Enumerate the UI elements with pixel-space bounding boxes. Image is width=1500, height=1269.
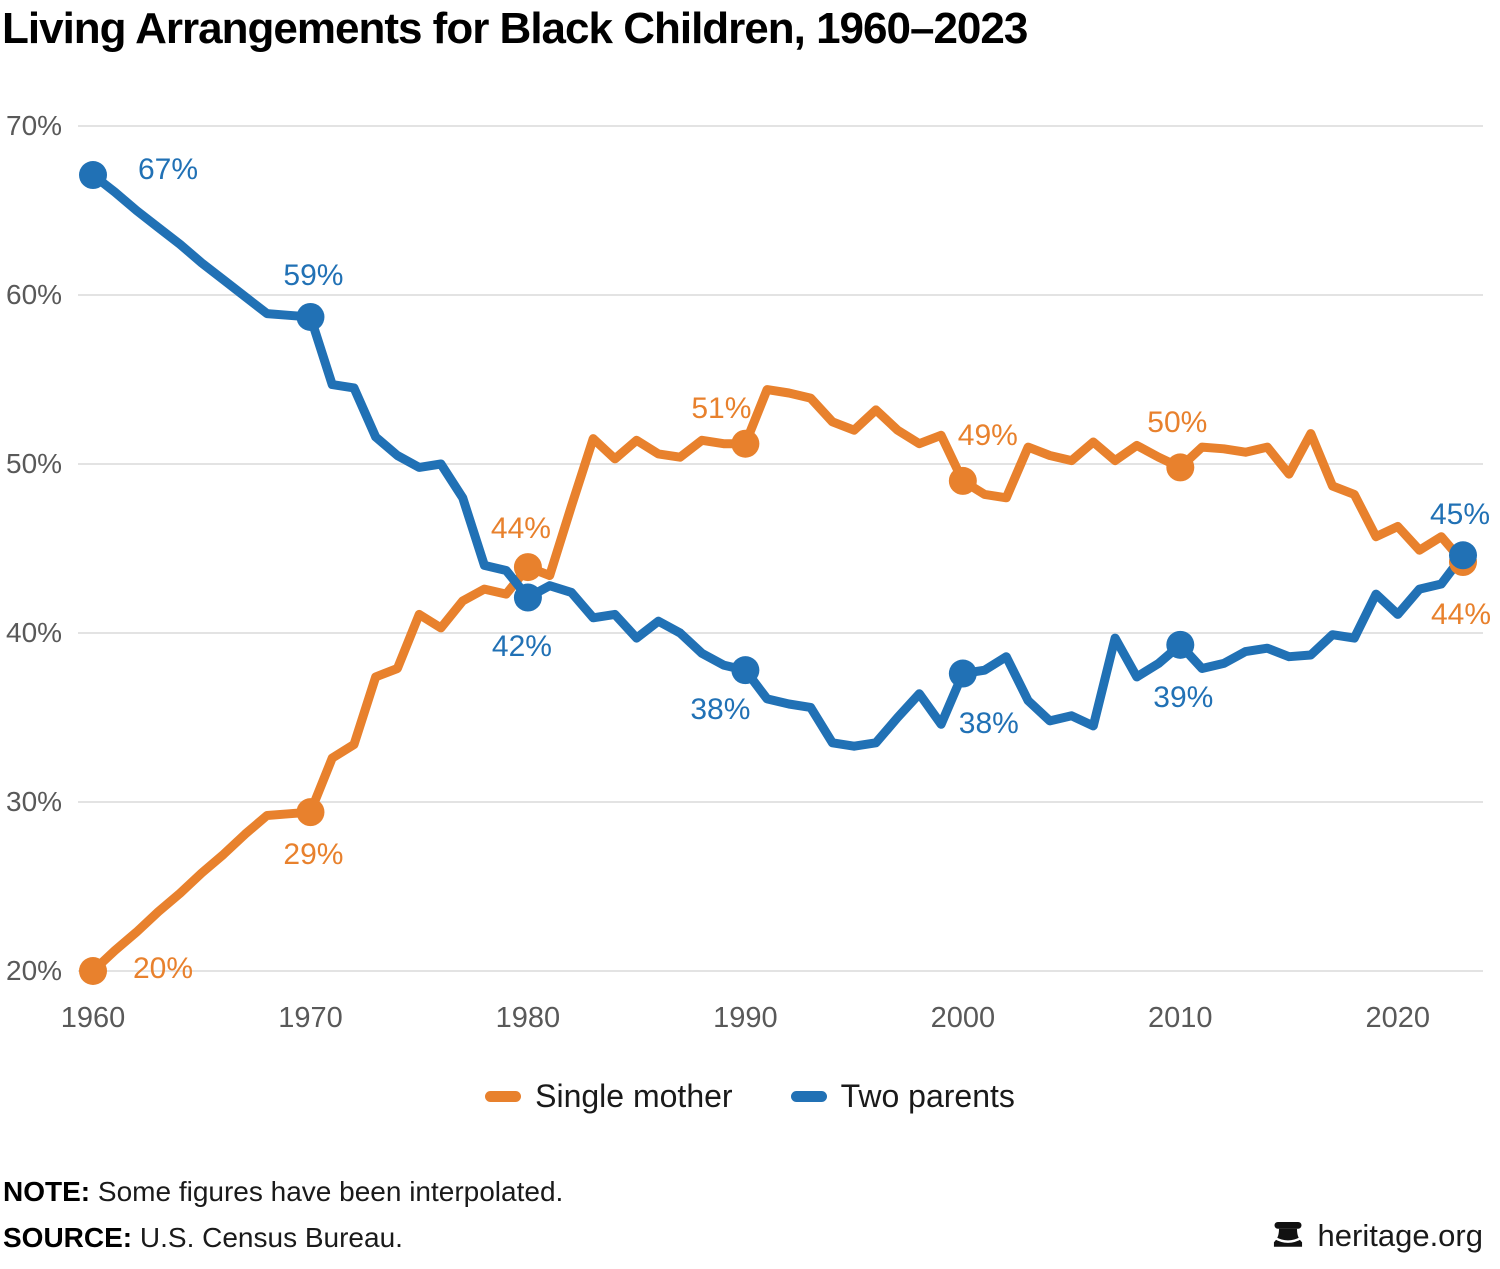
single-mother-marker-2010	[1166, 453, 1195, 482]
single-mother-swatch-icon	[485, 1091, 522, 1102]
two-parents-marker-1990	[731, 656, 760, 685]
two-parents-marker-2010	[1166, 630, 1195, 659]
data-label-single-mother-1970: 29%	[283, 838, 344, 872]
data-label-two-parents-2023: 45%	[1429, 498, 1491, 532]
y-axis-label-30: 30%	[6, 786, 63, 817]
two-parents-marker-2023	[1448, 541, 1477, 570]
two-parents-marker-1960	[79, 161, 107, 190]
y-axis-label-70: 70%	[6, 110, 63, 141]
data-label-single-mother-2010: 50%	[1147, 406, 1208, 440]
x-axis-label-2000: 2000	[930, 1002, 996, 1034]
data-label-single-mother-1960: 20%	[132, 952, 194, 985]
two-parents-line	[88, 170, 1468, 751]
x-axis-label-1980: 1980	[495, 1002, 561, 1034]
legend-item-two-parents: Two parents	[790, 1078, 1015, 1115]
data-label-two-parents-1960: 67%	[137, 153, 199, 186]
liberty-bell-icon	[1273, 1221, 1302, 1247]
y-axis-label-60: 60%	[6, 279, 63, 310]
data-label-two-parents-1980: 42%	[491, 629, 552, 663]
single-mother-marker-1970	[296, 798, 325, 827]
x-axis-label-2020: 2020	[1365, 1002, 1430, 1034]
x-axis-label-1970: 1970	[278, 1002, 343, 1034]
single-mother-line	[88, 385, 1468, 976]
source-text: U.S. Census Bureau.	[132, 1222, 403, 1253]
data-label-two-parents-1970: 59%	[283, 258, 344, 292]
legend-label-two-parents: Two parents	[840, 1078, 1015, 1114]
chart-title: Living Arrangements for Black Children, …	[2, 4, 1028, 53]
two-parents-marker-1980	[513, 583, 542, 612]
chart-legend: Single mother Two parents	[0, 1078, 1500, 1115]
two-parents-marker-1970	[296, 302, 325, 331]
note-text: Some figures have been interpolated.	[90, 1176, 564, 1207]
x-axis-label-2010: 2010	[1148, 1002, 1213, 1034]
note-line: NOTE: Some figures have been interpolate…	[3, 1176, 563, 1208]
y-axis-label-20: 20%	[6, 955, 63, 986]
source-line: SOURCE: U.S. Census Bureau.	[3, 1222, 403, 1254]
data-label-single-mother-1980: 44%	[490, 512, 551, 546]
x-axis-label-1960: 1960	[60, 1002, 126, 1034]
single-mother-marker-1980	[513, 553, 542, 582]
data-label-single-mother-1990: 51%	[691, 391, 752, 425]
x-axis-label-1990: 1990	[713, 1002, 778, 1034]
y-axis-label-50: 50%	[6, 448, 63, 479]
data-label-two-parents-1990: 38%	[690, 693, 751, 727]
y-axis-label-40: 40%	[6, 617, 63, 648]
note-label: NOTE:	[3, 1176, 91, 1207]
data-label-two-parents-2010: 39%	[1153, 680, 1214, 714]
brand[interactable]: heritage.org	[1270, 1218, 1483, 1254]
legend-label-single-mother: Single mother	[535, 1078, 733, 1114]
single-mother-marker-1960	[79, 957, 107, 985]
two-parents-swatch-icon	[790, 1091, 827, 1102]
data-label-single-mother-2000: 49%	[957, 418, 1018, 452]
legend-item-single-mother: Single mother	[485, 1078, 733, 1115]
data-label-single-mother-2023: 44%	[1430, 598, 1492, 632]
source-label: SOURCE:	[3, 1222, 133, 1253]
single-mother-marker-1990	[731, 429, 760, 458]
two-parents-marker-2000	[948, 659, 977, 688]
brand-link[interactable]: heritage.org	[1317, 1218, 1483, 1253]
data-label-two-parents-2000: 38%	[958, 706, 1019, 740]
single-mother-marker-2000	[948, 466, 977, 495]
